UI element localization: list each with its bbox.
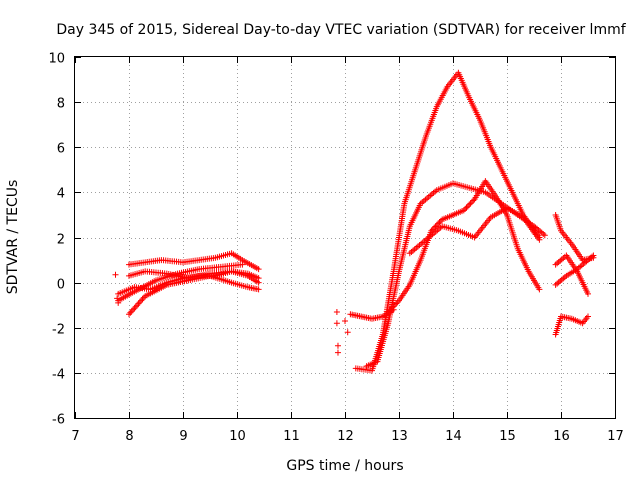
data-point	[136, 299, 143, 306]
data-point	[135, 300, 142, 307]
data-point	[127, 309, 134, 316]
y-tick-label: 4	[57, 187, 65, 202]
data-point	[138, 297, 145, 304]
series-late-2	[552, 252, 597, 288]
series-late-1	[552, 211, 597, 264]
x-tick-label: 13	[391, 429, 408, 444]
data-point	[139, 296, 146, 303]
data-point	[437, 217, 444, 224]
x-tick-label: 11	[283, 429, 300, 444]
data-point	[255, 266, 262, 273]
data-point	[342, 317, 348, 324]
data-point	[115, 299, 122, 306]
y-tick-label: 10	[48, 52, 65, 67]
series-rise-wavy	[406, 205, 543, 257]
data-point	[126, 311, 132, 318]
data-point	[131, 305, 138, 312]
data-point	[468, 198, 475, 205]
data-point	[462, 206, 469, 213]
x-tick-label: 15	[499, 429, 516, 444]
series-dip-band	[347, 306, 397, 322]
data-point	[393, 300, 400, 307]
axis-ticks	[75, 57, 616, 419]
data-point	[541, 232, 548, 239]
data-point	[334, 342, 341, 349]
data-point	[255, 275, 262, 282]
data-point	[589, 253, 596, 260]
data-markers	[112, 69, 597, 374]
data-point	[333, 320, 340, 327]
data-point	[436, 219, 443, 226]
data-point	[344, 329, 351, 336]
data-point	[114, 295, 121, 302]
data-point	[432, 223, 439, 230]
data-point	[464, 203, 471, 210]
data-point	[130, 306, 137, 313]
data-point	[466, 201, 473, 208]
series-late-3	[552, 252, 591, 297]
x-tick-label: 16	[553, 429, 570, 444]
x-tick-label: 17	[607, 429, 624, 444]
x-tick-label: 9	[179, 429, 187, 444]
x-tick-label: 8	[125, 429, 133, 444]
data-point	[239, 261, 246, 268]
data-point	[394, 299, 401, 306]
plot-frame	[74, 56, 616, 419]
y-tick-label: -2	[52, 323, 65, 338]
y-axis-label: SDTVAR / TECUs	[5, 180, 21, 295]
data-point	[255, 286, 262, 293]
data-point	[590, 252, 597, 259]
data-point	[467, 200, 474, 207]
x-tick-labels: 7 8 9 10 11 12 13 14 15 16 17	[71, 429, 623, 444]
series-isolated	[112, 271, 351, 356]
data-point	[391, 301, 398, 308]
x-tick-label: 10	[229, 429, 246, 444]
data-point	[431, 224, 438, 231]
series-track-5	[115, 261, 246, 304]
y-tick-labels: -6 -4 -2 0 2 4 6 8 10	[48, 52, 65, 428]
data-point	[112, 271, 119, 278]
grid-layer	[75, 57, 615, 418]
data-point	[435, 220, 442, 227]
data-point	[585, 290, 591, 297]
x-tick-label: 12	[337, 429, 354, 444]
data-point	[334, 349, 341, 356]
y-tick-label: 2	[57, 233, 65, 248]
data-point	[132, 303, 139, 310]
y-tick-label: 6	[57, 142, 65, 157]
series-rise-low	[385, 178, 543, 315]
series-track-3	[115, 268, 262, 297]
data-point	[536, 236, 543, 243]
data-point	[390, 306, 397, 313]
y-tick-label: 0	[57, 278, 65, 293]
x-tick-label: 7	[71, 429, 79, 444]
y-tick-label: -4	[52, 368, 65, 383]
series-late-4	[552, 313, 591, 338]
series-track-4	[126, 272, 262, 318]
data-point	[134, 302, 141, 309]
y-tick-label: -6	[52, 413, 65, 428]
data-point	[536, 286, 543, 293]
x-tick-label: 14	[445, 429, 462, 444]
data-point	[333, 308, 340, 315]
data-point	[433, 222, 440, 229]
chart-title: Day 345 of 2015, Sidereal Day-to-day VTE…	[56, 22, 626, 38]
data-point	[460, 207, 467, 214]
data-point	[470, 197, 477, 204]
data-point	[585, 313, 591, 320]
series-track-1	[126, 250, 262, 273]
x-axis-label: GPS time / hours	[286, 458, 403, 474]
y-tick-label: 8	[57, 97, 65, 112]
data-point	[463, 204, 470, 211]
